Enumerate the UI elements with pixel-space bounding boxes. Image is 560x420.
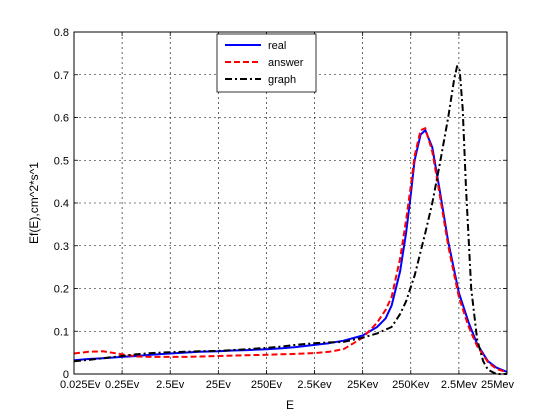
y-tick-labels: 0 0.1 0.2 0.3 0.4 0.5 0.6 0.7 0.8 <box>54 27 69 381</box>
legend: real answer graph <box>216 33 317 93</box>
x-tick-labels: 0.025Ev 0.25Ev 2.5Ev 25Ev 250Ev 2.5Kev 25Kev 25… <box>60 379 514 391</box>
series-line-graph <box>73 65 507 375</box>
y-tick-label: 0.7 <box>54 70 69 82</box>
y-tick-label: 0.1 <box>54 326 69 338</box>
legend-label-real: real <box>268 40 286 52</box>
x-tick-label: 2.5Mev <box>441 379 478 391</box>
y-tick-label: 0.8 <box>54 27 69 39</box>
x-axis-label: E <box>286 398 294 412</box>
series-layer <box>73 65 508 375</box>
x-tick-label: 25Ev <box>206 379 232 391</box>
x-tick-label: 0.25Ev <box>105 379 140 391</box>
y-tick-label: 0 <box>63 369 69 381</box>
x-tick-label: 2.5Kev <box>297 379 332 391</box>
y-tick-label: 0.6 <box>54 113 69 125</box>
x-tick-label: 0.025Ev <box>60 379 101 391</box>
y-tick-label: 0.5 <box>54 155 69 167</box>
x-tick-label: 2.5Ev <box>156 379 185 391</box>
ticks <box>73 31 508 375</box>
y-tick-label: 0.4 <box>54 198 69 210</box>
y-tick-label: 0.2 <box>54 284 69 296</box>
legend-label-graph: graph <box>268 74 296 86</box>
y-axis-label: Ef(E),cm^2*s^1 <box>27 162 41 244</box>
x-tick-label: 250Kev <box>392 379 430 391</box>
y-tick-label: 0.3 <box>54 241 69 253</box>
legend-label-answer: answer <box>268 57 304 69</box>
x-tick-label: 25Mev <box>481 379 515 391</box>
legend-box <box>216 33 317 93</box>
x-tick-label: 250Ev <box>251 379 283 391</box>
x-tick-label: 25Kev <box>347 379 379 391</box>
